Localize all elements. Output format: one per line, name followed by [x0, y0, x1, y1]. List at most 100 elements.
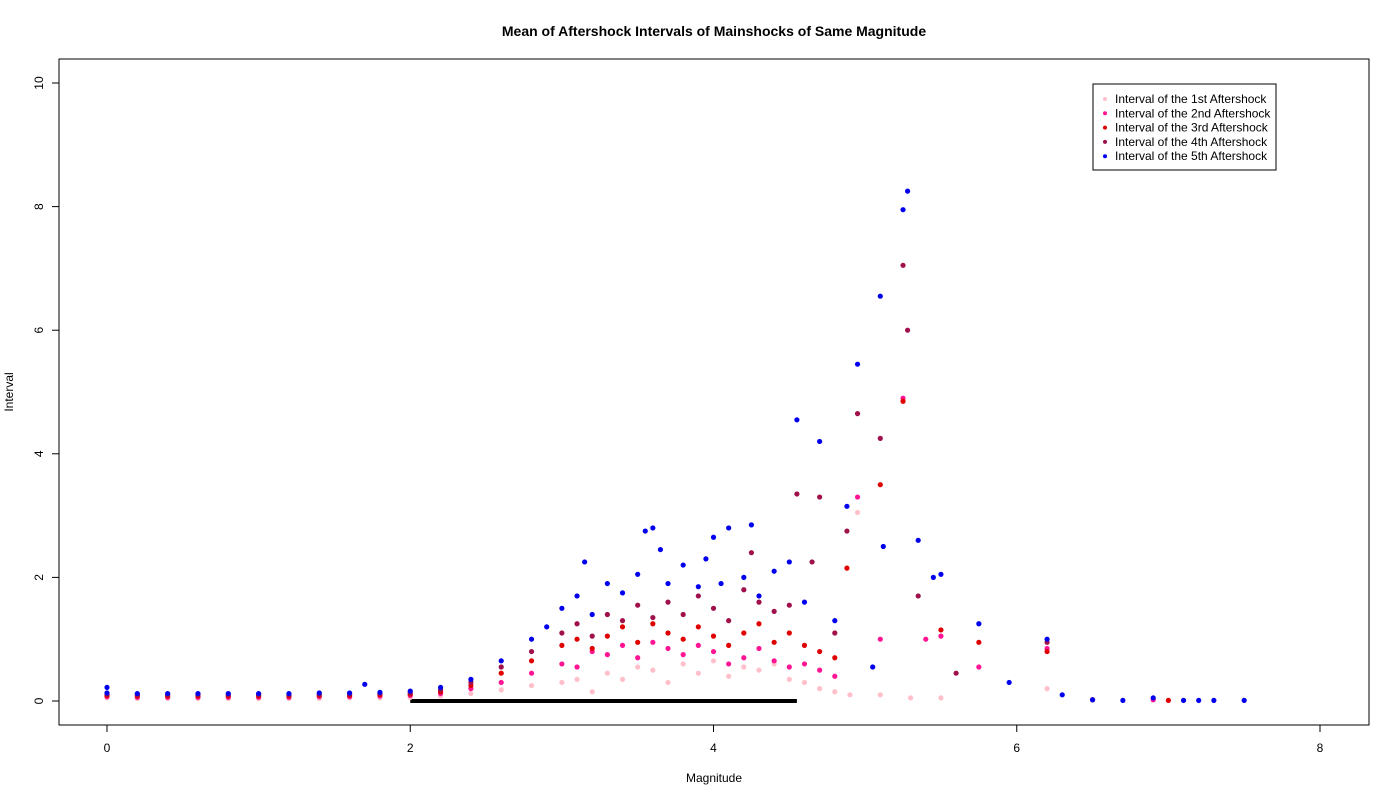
- x-tick-label: 2: [407, 741, 414, 755]
- data-point: [923, 636, 929, 642]
- data-point: [877, 692, 883, 698]
- data-point: [817, 667, 823, 673]
- data-point: [604, 580, 610, 587]
- data-point: [904, 327, 911, 333]
- data-point: [589, 611, 595, 618]
- data-point: [635, 602, 641, 608]
- data-point: [1120, 697, 1126, 703]
- data-point: [695, 593, 701, 599]
- data-point: [756, 667, 762, 673]
- data-point: [726, 673, 732, 679]
- data-point: [650, 639, 656, 645]
- data-point: [1241, 697, 1247, 703]
- data-point: [544, 624, 550, 630]
- data-point: [953, 670, 959, 676]
- data-point: [870, 664, 876, 670]
- data-point: [377, 689, 383, 695]
- data-point: [741, 655, 747, 661]
- y-tick-label: 6: [32, 327, 46, 334]
- data-point: [930, 574, 936, 581]
- data-point: [559, 661, 565, 667]
- data-point: [104, 690, 110, 696]
- data-point: [635, 655, 641, 661]
- data-point: [1044, 636, 1050, 642]
- data-point: [718, 580, 724, 587]
- data-point: [741, 574, 747, 581]
- data-point: [362, 681, 368, 687]
- data-point: [528, 658, 535, 664]
- data-point: [1165, 697, 1171, 703]
- data-point: [528, 682, 535, 689]
- data-point: [680, 652, 686, 658]
- data-point: [347, 690, 353, 696]
- data-point: [756, 599, 762, 605]
- data-point: [976, 664, 982, 670]
- legend-entry: Interval of the 2nd Aftershock: [1115, 106, 1271, 120]
- data-point: [726, 618, 732, 624]
- legend-entry: Interval of the 1st Aftershock: [1115, 92, 1267, 106]
- data-point: [642, 528, 648, 534]
- data-point: [582, 559, 588, 565]
- data-point: [574, 593, 580, 599]
- y-tick-label: 0: [32, 697, 46, 704]
- data-point: [680, 562, 686, 568]
- data-point: [665, 645, 671, 652]
- x-axis-label: Magnitude: [686, 771, 742, 785]
- data-point: [817, 648, 823, 655]
- data-point: [771, 608, 777, 614]
- data-point: [904, 188, 911, 194]
- data-point: [225, 690, 231, 697]
- data-point: [559, 679, 565, 686]
- data-point: [468, 676, 474, 682]
- data-point: [680, 611, 686, 618]
- y-axis-label: Interval: [2, 372, 16, 411]
- series-2-points: [104, 395, 1156, 703]
- data-point: [1044, 686, 1050, 692]
- data-point: [771, 658, 777, 664]
- data-point: [817, 686, 823, 692]
- data-point: [604, 652, 610, 658]
- data-point: [908, 695, 914, 701]
- data-point: [104, 684, 110, 691]
- data-point: [710, 648, 717, 655]
- data-point: [771, 568, 777, 574]
- data-point: [832, 689, 838, 695]
- data-point: [741, 587, 747, 593]
- data-point: [726, 642, 732, 648]
- data-point: [574, 621, 580, 627]
- data-point: [703, 556, 709, 562]
- data-point: [801, 679, 808, 686]
- data-point: [1150, 695, 1156, 701]
- data-point: [468, 690, 474, 697]
- data-point: [528, 636, 535, 642]
- series-1-points: [104, 509, 1050, 702]
- data-point: [741, 664, 747, 670]
- data-point: [589, 633, 595, 639]
- data-point: [832, 618, 838, 624]
- data-point: [900, 398, 906, 404]
- data-point: [854, 494, 861, 500]
- x-tick-label: 4: [710, 741, 717, 755]
- data-point: [832, 673, 838, 679]
- data-point: [498, 670, 504, 676]
- data-points: [104, 188, 1247, 703]
- x-axis: 0 2 4 6 8: [104, 724, 1324, 755]
- data-point: [710, 605, 717, 611]
- zero-interval-points: [410, 699, 797, 703]
- data-point: [498, 679, 504, 686]
- data-point: [1180, 697, 1187, 703]
- data-point: [794, 417, 800, 423]
- data-point: [604, 633, 610, 639]
- data-point: [619, 642, 626, 648]
- data-point: [801, 661, 808, 667]
- legend-entry: Interval of the 5th Aftershock: [1115, 149, 1268, 163]
- data-point: [695, 670, 701, 676]
- data-point: [665, 630, 671, 636]
- data-point: [756, 593, 762, 599]
- data-point: [1211, 697, 1217, 703]
- data-point: [650, 614, 656, 621]
- legend-marker: [1103, 97, 1107, 101]
- data-point: [635, 664, 641, 670]
- data-point: [165, 690, 171, 697]
